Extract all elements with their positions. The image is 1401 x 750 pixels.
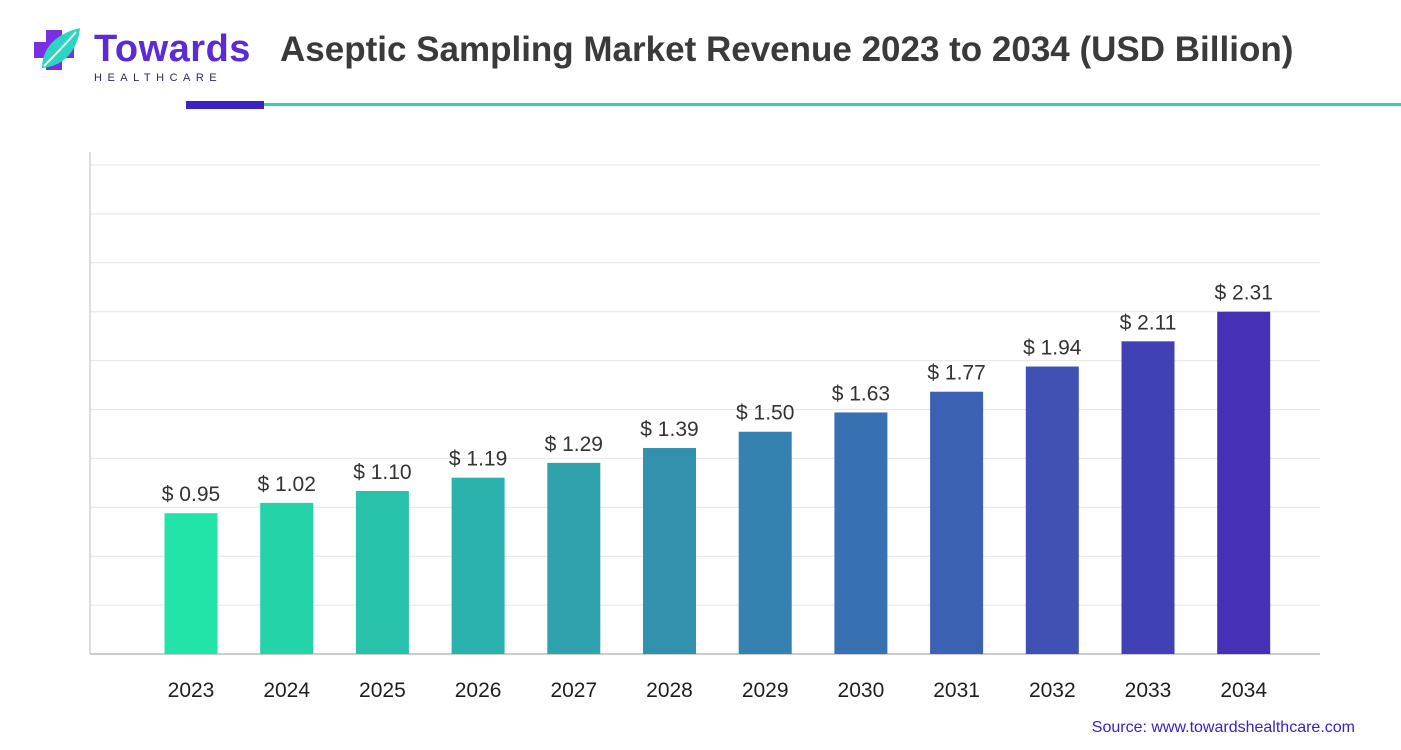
chart-title: Aseptic Sampling Market Revenue 2023 to … — [280, 30, 1294, 69]
bar-2034 — [1217, 311, 1271, 654]
x-tick-label-2033: 2033 — [1125, 679, 1172, 702]
value-label-2031: $ 1.77 — [927, 362, 985, 385]
x-tick-label-2034: 2034 — [1220, 679, 1267, 702]
x-tick-label-2025: 2025 — [359, 679, 406, 702]
value-label-2032: $ 1.94 — [1023, 337, 1082, 360]
bar-2032 — [1025, 366, 1079, 654]
value-label-2026: $ 1.19 — [449, 448, 507, 471]
logo-name: Towards — [94, 28, 251, 70]
bar-2030 — [834, 412, 888, 654]
bar-2024 — [260, 502, 314, 654]
value-label-2028: $ 1.39 — [640, 418, 698, 441]
logo-subtitle: HEALTHCARE — [94, 72, 223, 84]
bar-2029 — [738, 431, 792, 654]
value-label-2023: $ 0.95 — [162, 483, 220, 506]
bar-2033 — [1121, 341, 1175, 654]
x-tick-label-2023: 2023 — [168, 679, 215, 702]
value-label-2033: $ 2.11 — [1120, 311, 1177, 334]
title-underline — [264, 103, 1401, 106]
bar-2027 — [547, 462, 601, 654]
value-label-2034: $ 2.31 — [1215, 282, 1273, 305]
value-label-2029: $ 1.50 — [736, 402, 794, 425]
x-tick-label-2026: 2026 — [455, 679, 502, 702]
value-label-2030: $ 1.63 — [832, 382, 890, 405]
bar-2031 — [930, 391, 984, 654]
x-tick-label-2024: 2024 — [263, 679, 310, 702]
title-accent-bar — [186, 101, 264, 109]
x-tick-label-2028: 2028 — [646, 679, 693, 702]
x-tick-label-2030: 2030 — [838, 679, 885, 702]
bar-2025 — [355, 491, 409, 654]
bar-2028 — [643, 448, 696, 654]
x-tick-label-2031: 2031 — [933, 679, 980, 702]
x-tick-label-2032: 2032 — [1029, 679, 1076, 702]
source-note: Source: www.towardshealthcare.com — [1091, 719, 1355, 736]
value-label-2027: $ 1.29 — [545, 433, 603, 456]
brand-logo: Towards HEALTHCARE — [22, 24, 250, 88]
x-tick-label-2029: 2029 — [742, 679, 789, 702]
value-label-2025: $ 1.10 — [353, 461, 411, 484]
bar-2023 — [164, 513, 218, 654]
value-label-2024: $ 1.02 — [258, 473, 316, 496]
x-tick-label-2027: 2027 — [550, 679, 597, 702]
medical-cross-leaf-icon — [34, 28, 80, 70]
bar-2026 — [451, 477, 505, 654]
